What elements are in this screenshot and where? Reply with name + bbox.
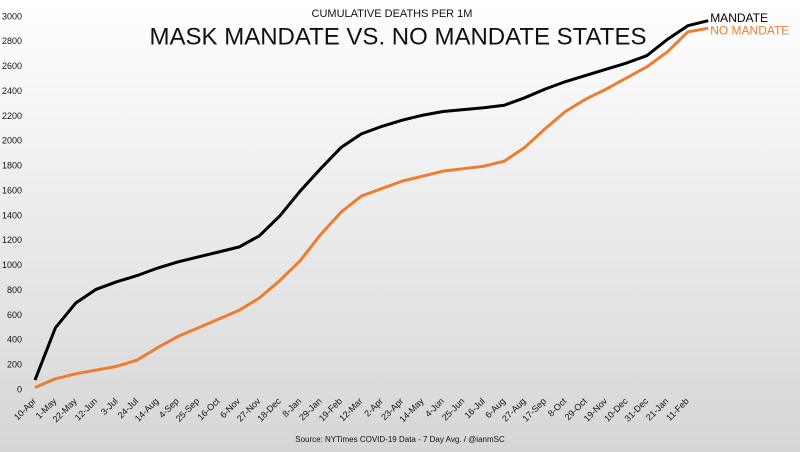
y-tick-label: 800 (7, 285, 22, 295)
y-tick-label: 1600 (2, 185, 22, 195)
legend-label: NO MANDATE (710, 23, 789, 37)
y-tick-label: 0 (17, 384, 22, 394)
y-tick-label: 200 (7, 360, 22, 370)
y-tick-label: 1400 (2, 210, 22, 220)
chart-title: MASK MANDATE VS. NO MANDATE STATES (150, 23, 647, 50)
chart-subtitle: CUMULATIVE DEATHS PER 1M (312, 8, 473, 20)
y-tick-label: 2200 (2, 111, 22, 121)
legend-label: MANDATE (710, 11, 768, 25)
y-tick-label: 400 (7, 335, 22, 345)
source-note: Source: NYTimes COVID-19 Data - 7 Day Av… (295, 435, 505, 444)
y-tick-label: 2000 (2, 136, 22, 146)
y-tick-label: 1000 (2, 260, 22, 270)
y-tick-label: 2400 (2, 86, 22, 96)
y-tick-label: 1800 (2, 161, 22, 171)
y-tick-label: 600 (7, 310, 22, 320)
y-tick-label: 2800 (2, 36, 22, 46)
series-line (34, 26, 709, 389)
series-line (33, 19, 709, 381)
y-tick-label: 2600 (2, 61, 22, 71)
y-tick-label: 3000 (2, 11, 22, 21)
y-tick-label: 1200 (2, 235, 22, 245)
